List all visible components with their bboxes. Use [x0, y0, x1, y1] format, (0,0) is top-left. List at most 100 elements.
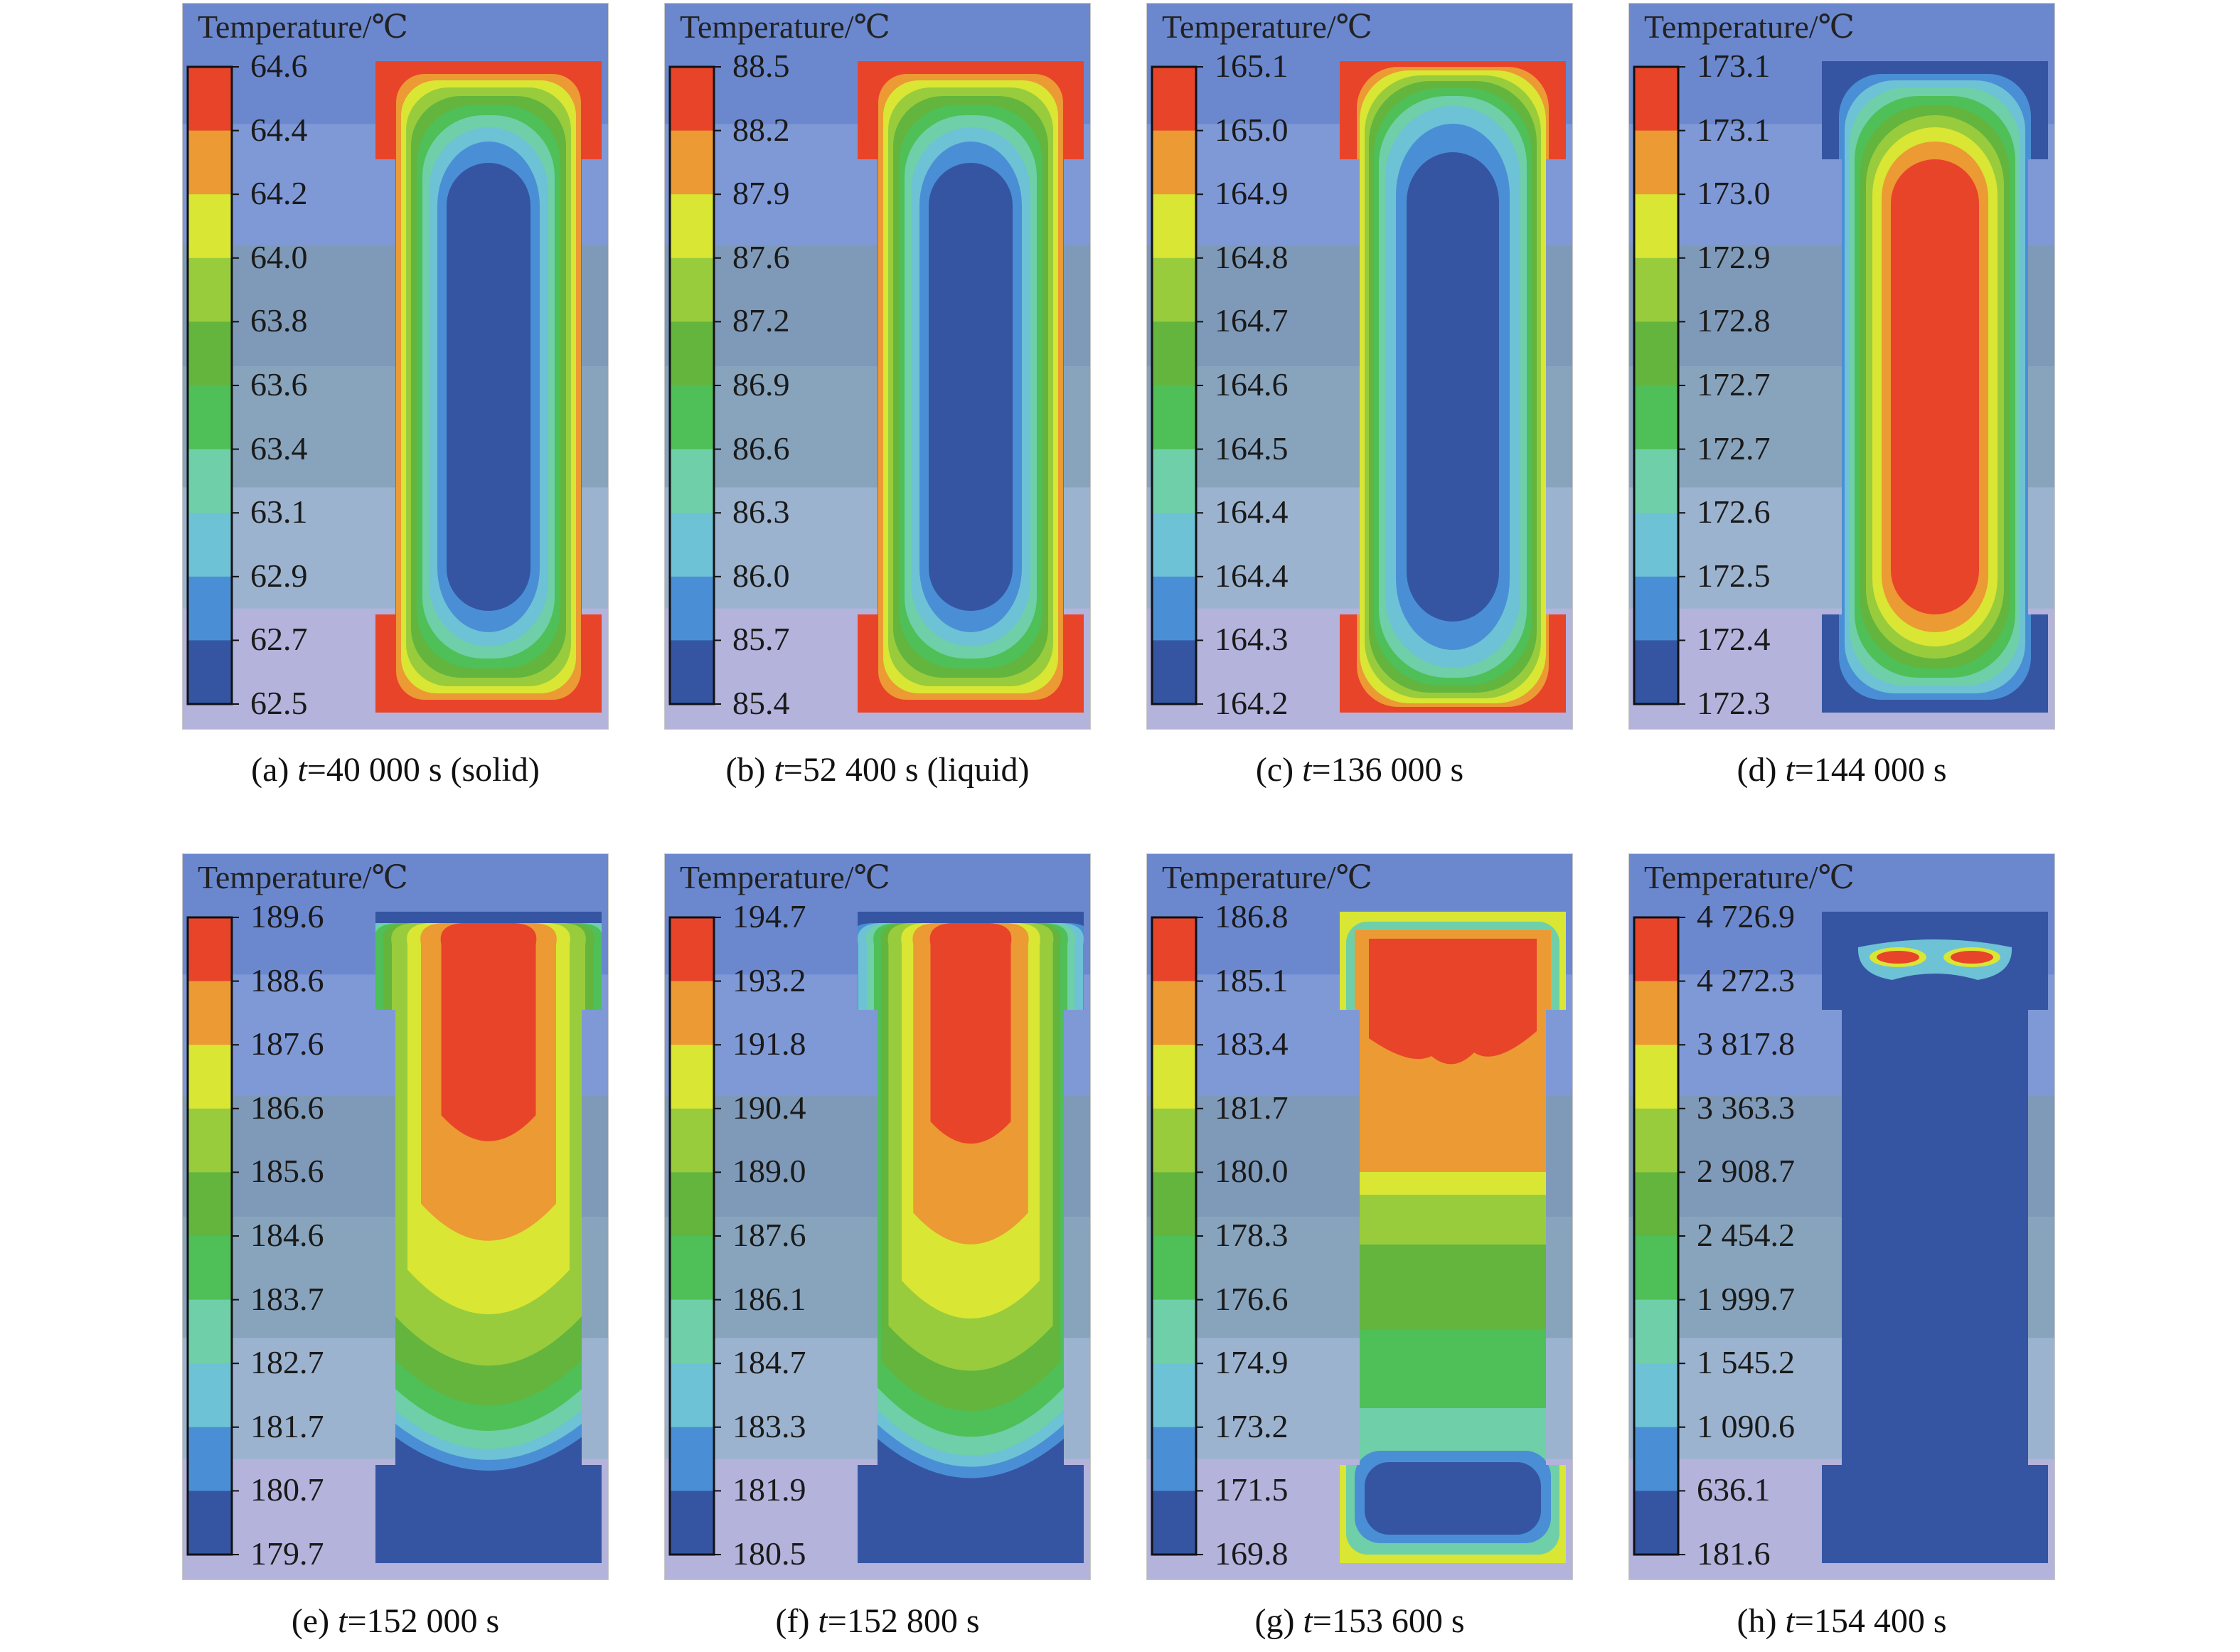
colorbar-segment — [1152, 917, 1196, 982]
colorbar-tick-label: 85.4 — [732, 685, 790, 721]
colorbar-segment — [188, 1172, 232, 1237]
colorbar-segment — [188, 1363, 232, 1428]
caption-prefix: (h) — [1737, 1602, 1786, 1640]
colorbar-segment — [188, 67, 232, 132]
caption-prefix: (b) — [725, 751, 774, 789]
colorbar-segment — [670, 194, 714, 259]
colorbar-tick-label: 184.6 — [250, 1217, 324, 1253]
colorbar-tick-label: 64.0 — [250, 238, 308, 275]
colorbar-segment — [1634, 1363, 1678, 1428]
colorbar-tick-label: 164.9 — [1215, 175, 1289, 212]
colorbar-tick-label: 2 908.7 — [1697, 1153, 1795, 1190]
contour-panel: Temperature/℃ 88.5 88.2 87.9 87.6 87.2 86.9 86.… — [664, 3, 1091, 730]
colorbar-tick-label: 172.6 — [1697, 494, 1771, 531]
caption-time-symbol: t — [1302, 751, 1312, 789]
colorbar-tick-label: 62.5 — [250, 685, 308, 721]
caption-time-value: =40 000 s (solid) — [306, 751, 540, 789]
colorbar-segment — [1152, 1236, 1196, 1301]
colorbar-segment — [1634, 640, 1678, 705]
colorbar-tick-label: 62.9 — [250, 557, 308, 594]
colorbar-tick-label: 86.6 — [732, 430, 790, 467]
colorbar-tick-label: 176.6 — [1215, 1280, 1289, 1317]
colorbar-tick-label: 186.1 — [732, 1280, 806, 1317]
colorbar-segment — [1634, 1236, 1678, 1301]
colorbar-tick-label: 87.6 — [732, 238, 790, 275]
colorbar-segment — [1152, 1045, 1196, 1109]
colorbar-tick-label: 193.2 — [732, 961, 806, 998]
colorbar-segment — [670, 130, 714, 195]
colorbar-segment — [670, 917, 714, 982]
colorbar-segment — [1152, 1427, 1196, 1491]
colorbar-tick-label: 179.7 — [250, 1535, 324, 1572]
colorbar-tick-label: 4 272.3 — [1697, 961, 1795, 998]
contour-panel: Temperature/℃ 194.7 193.2 191.8 190.4 189.0 18… — [664, 853, 1091, 1580]
contour-plot — [1146, 3, 1573, 730]
caption-time-value: =154 400 s — [1794, 1602, 1947, 1640]
colorbar-segment — [188, 640, 232, 705]
colorbar-segment — [1152, 1172, 1196, 1237]
legend-title: Temperature/℃ — [198, 859, 408, 895]
caption-prefix: (f) — [775, 1602, 818, 1640]
colorbar-segment — [188, 194, 232, 259]
colorbar-tick-label: 87.2 — [732, 302, 790, 339]
colorbar-segment — [1152, 321, 1196, 386]
colorbar-tick-label: 181.6 — [1697, 1535, 1771, 1572]
colorbar-segment — [1152, 1108, 1196, 1173]
colorbar-tick-label: 172.7 — [1697, 430, 1771, 467]
colorbar-tick-label: 88.5 — [732, 48, 790, 84]
colorbar-tick-label: 184.7 — [732, 1344, 806, 1381]
colorbar-tick-label: 64.6 — [250, 48, 308, 84]
colorbar-tick-label: 86.0 — [732, 557, 790, 594]
colorbar-tick-label: 173.1 — [1697, 48, 1771, 84]
caption-time-value: =152 800 s — [827, 1602, 980, 1640]
colorbar-segment — [188, 981, 232, 1045]
colorbar-segment — [188, 917, 232, 982]
colorbar-segment — [1152, 385, 1196, 450]
caption-time-value: =153 600 s — [1312, 1602, 1465, 1640]
colorbar-segment — [1634, 576, 1678, 641]
colorbar-segment — [1152, 576, 1196, 641]
colorbar-tick-label: 178.3 — [1215, 1217, 1289, 1253]
colorbar-tick-label: 63.4 — [250, 430, 308, 467]
colorbar-segment — [1634, 1108, 1678, 1173]
colorbar-segment — [670, 640, 714, 705]
legend-title: Temperature/℃ — [1162, 859, 1372, 895]
colorbar-segment — [1634, 981, 1678, 1045]
legend-title: Temperature/℃ — [198, 9, 408, 45]
colorbar-segment — [670, 1236, 714, 1301]
caption-time-symbol: t — [1303, 1602, 1313, 1640]
colorbar-segment — [1634, 513, 1678, 577]
caption-time-symbol: t — [774, 751, 784, 789]
contour-plot — [664, 853, 1091, 1580]
colorbar-tick-label: 189.6 — [250, 898, 324, 934]
contour-plot — [182, 853, 609, 1580]
panel-caption: (f) t=152 800 s — [664, 1602, 1091, 1641]
contour-plot — [182, 3, 609, 730]
colorbar-segment — [188, 1236, 232, 1301]
panel-caption: (h) t=154 400 s — [1628, 1602, 2055, 1641]
contour-plot — [1628, 3, 2055, 730]
contour-plot — [1628, 853, 2055, 1580]
colorbar-segment — [1152, 981, 1196, 1045]
legend-title: Temperature/℃ — [680, 859, 890, 895]
colorbar-segment — [1152, 194, 1196, 259]
colorbar-tick-label: 164.3 — [1215, 621, 1289, 658]
colorbar-tick-label: 181.9 — [732, 1471, 806, 1508]
colorbar-segment — [1152, 1491, 1196, 1555]
colorbar-tick-label: 172.4 — [1697, 621, 1771, 658]
caption-prefix: (e) — [291, 1602, 338, 1640]
colorbar-segment — [1152, 1299, 1196, 1364]
contour-plot — [1146, 853, 1573, 1580]
caption-time-symbol: t — [818, 1602, 828, 1640]
colorbar-tick-label: 172.3 — [1697, 685, 1771, 721]
colorbar-tick-label: 63.1 — [250, 494, 308, 531]
colorbar-segment — [1634, 1427, 1678, 1491]
colorbar-segment — [670, 449, 714, 513]
colorbar-segment — [670, 67, 714, 132]
colorbar-tick-label: 169.8 — [1215, 1535, 1289, 1572]
colorbar-segment — [1152, 130, 1196, 195]
colorbar-tick-label: 1 999.7 — [1697, 1280, 1795, 1317]
contour-panel: Temperature/℃ 173.1 173.1 173.0 172.9 172.8 17… — [1628, 3, 2055, 730]
colorbar-segment — [1152, 513, 1196, 577]
colorbar-segment — [670, 1363, 714, 1428]
